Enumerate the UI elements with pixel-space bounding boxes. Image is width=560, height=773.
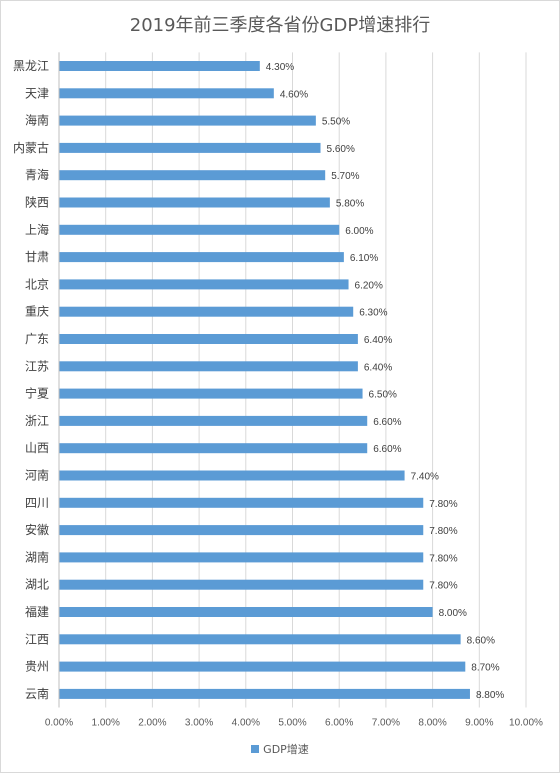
category-label: 甘肃 xyxy=(25,250,49,264)
category-label: 内蒙古 xyxy=(13,140,49,155)
category-label: 江西 xyxy=(25,632,49,646)
data-label: 8.70% xyxy=(471,663,499,674)
data-label: 7.80% xyxy=(429,553,457,564)
category-label: 天津 xyxy=(25,86,49,100)
x-tick-label: 4.00% xyxy=(232,718,260,729)
category-label: 广东 xyxy=(25,332,49,346)
bar xyxy=(59,634,461,645)
data-label: 4.30% xyxy=(266,62,294,73)
bar xyxy=(59,415,368,426)
category-label: 海南 xyxy=(25,113,49,128)
data-label: 7.80% xyxy=(429,526,457,537)
x-tick-label: 0.00% xyxy=(45,718,73,729)
bar xyxy=(59,361,358,372)
legend: GDP增速 xyxy=(1,741,559,757)
data-label: 6.00% xyxy=(345,226,373,237)
category-label: 山西 xyxy=(25,441,49,455)
data-label: 6.60% xyxy=(373,444,401,455)
data-label: 6.60% xyxy=(373,417,401,428)
category-label: 江苏 xyxy=(25,359,49,373)
x-tick-label: 5.00% xyxy=(278,718,306,729)
bar xyxy=(59,142,321,153)
category-label: 青海 xyxy=(25,167,49,182)
category-label: 重庆 xyxy=(25,305,49,319)
data-label: 6.10% xyxy=(350,253,378,264)
category-label: 北京 xyxy=(25,277,49,291)
category-label: 河南 xyxy=(25,468,49,483)
x-tick-label: 10.00% xyxy=(509,718,543,729)
data-label: 4.60% xyxy=(280,89,308,100)
x-tick-label: 8.00% xyxy=(418,718,446,729)
category-label: 上海 xyxy=(25,222,49,237)
data-label: 5.50% xyxy=(322,117,350,128)
category-label: 黑龙江 xyxy=(13,59,49,73)
data-label: 8.00% xyxy=(439,608,467,619)
category-label: 宁夏 xyxy=(25,386,49,401)
data-label: 7.80% xyxy=(429,581,457,592)
category-label: 安徽 xyxy=(25,522,49,537)
data-label: 6.30% xyxy=(359,308,387,319)
bar xyxy=(59,497,424,508)
category-label: 福建 xyxy=(25,604,49,619)
data-label: 5.80% xyxy=(336,199,364,210)
bar xyxy=(59,579,424,590)
bar xyxy=(59,388,363,399)
bar xyxy=(59,470,405,481)
bar xyxy=(59,279,349,290)
data-label: 5.60% xyxy=(327,144,355,155)
x-tick-label: 1.00% xyxy=(92,718,120,729)
chart-title: 2019年前三季度各省份GDP增速排行 xyxy=(129,15,431,36)
bar xyxy=(59,688,470,699)
bar xyxy=(59,443,368,454)
bar xyxy=(59,334,358,344)
x-tick-label: 6.00% xyxy=(325,718,353,729)
category-label: 浙江 xyxy=(25,414,49,428)
category-label: 四川 xyxy=(25,496,49,510)
bar xyxy=(59,61,260,71)
data-label: 6.40% xyxy=(364,362,392,373)
bar xyxy=(59,170,326,181)
category-label: 贵州 xyxy=(25,660,49,674)
category-label: 陕西 xyxy=(25,195,49,210)
bar xyxy=(59,525,424,536)
data-label: 5.70% xyxy=(331,171,359,182)
bar xyxy=(59,88,274,99)
legend-swatch xyxy=(251,745,260,753)
bar xyxy=(59,552,424,563)
data-label: 6.40% xyxy=(364,335,392,346)
bar xyxy=(59,661,466,672)
x-tick-label: 3.00% xyxy=(185,718,213,729)
x-tick-label: 9.00% xyxy=(465,718,493,729)
bar xyxy=(59,607,433,617)
data-label: 8.80% xyxy=(476,690,504,701)
x-tick-label: 2.00% xyxy=(138,718,166,729)
data-label: 6.20% xyxy=(355,280,383,291)
category-label: 湖南 xyxy=(25,549,49,564)
x-tick-label: 7.00% xyxy=(372,718,400,729)
bar xyxy=(59,306,354,317)
legend-label: GDP增速 xyxy=(263,743,309,756)
bar xyxy=(59,115,316,126)
bar xyxy=(59,252,344,263)
data-label: 6.50% xyxy=(369,390,397,401)
bar xyxy=(59,197,330,208)
category-label: 湖北 xyxy=(25,577,49,592)
data-label: 7.40% xyxy=(411,472,439,483)
data-label: 7.80% xyxy=(429,499,457,510)
data-label: 8.60% xyxy=(467,635,495,646)
category-label: 云南 xyxy=(25,686,49,701)
bar xyxy=(59,224,340,235)
